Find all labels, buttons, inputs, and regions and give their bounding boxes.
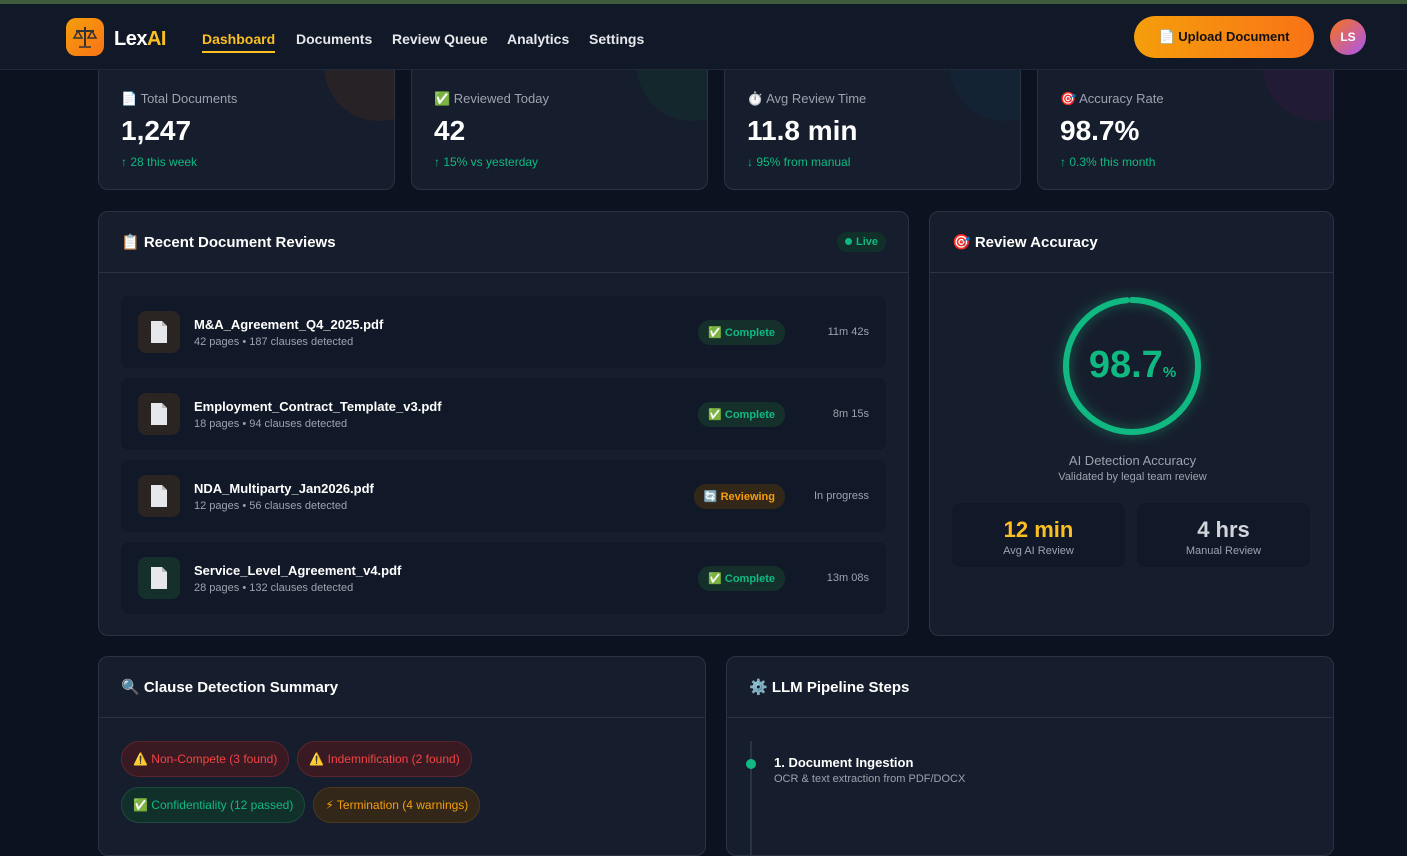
stat-card: 🎯 Accuracy Rate 98.7% ↑ 0.3% this month: [1037, 50, 1334, 190]
clause-tag[interactable]: ⚡ Termination (4 warnings): [313, 787, 481, 823]
review-row[interactable]: Service_Level_Agreement_v4.pdf 28 pages •…: [121, 542, 886, 614]
review-row[interactable]: NDA_Multiparty_Jan2026.pdf 12 pages • 56 …: [121, 460, 886, 532]
panel-header: ⚙️ LLM Pipeline Steps: [727, 657, 1333, 718]
stat-label: 📄 Total Documents: [121, 91, 238, 106]
brand-text: Lex: [114, 28, 147, 50]
stat-card: 📄 Total Documents 1,247 ↑ 28 this week: [98, 50, 395, 190]
gauge-unit: %: [1162, 364, 1177, 381]
pipeline-panel: ⚙️ LLM Pipeline Steps 1. Document Ingest…: [726, 656, 1334, 856]
gauge-subcaption: Validated by legal team review: [1058, 471, 1207, 483]
compare-box: 4 hrs Manual Review: [1137, 503, 1310, 567]
status-badge: ✅ Complete: [698, 401, 785, 427]
stat-label: 🎯 Accuracy Rate: [1060, 91, 1164, 106]
compare-label: Avg AI Review: [1003, 545, 1074, 557]
stat-value: 42: [434, 115, 466, 146]
gauge-arc: [1063, 297, 1201, 435]
page: LexAI Dashboard Documents Review Queue A…: [0, 0, 1407, 815]
review-time: 8m 15s: [832, 408, 869, 420]
stat-value: 11.8 min: [747, 115, 858, 146]
review-row[interactable]: Employment_Contract_Template_v3.pdf 18 pa…: [121, 378, 886, 450]
panel-header: 🔍 Clause Detection Summary: [99, 657, 705, 718]
timeline-line: [750, 741, 752, 855]
file-name: Employment_Contract_Template_v3.pdf: [194, 398, 442, 414]
file-info: M&A_Agreement_Q4_2025.pdf 42 pages • 187 …: [194, 317, 383, 348]
nav-link[interactable]: Settings: [589, 31, 645, 47]
file-meta: 28 pages • 132 clauses detected: [194, 581, 354, 594]
logo-icon: [66, 18, 104, 56]
panel-header: 🎯 Review Accuracy: [930, 212, 1333, 273]
recent-panel: 📋 Recent Document Reviews Live M&A_Agreem…: [98, 211, 909, 636]
file-name: M&A_Agreement_Q4_2025.pdf: [194, 316, 384, 332]
file-icon: [138, 475, 180, 517]
file-meta: 42 pages • 187 clauses detected: [194, 335, 354, 348]
brand-accent: AI: [146, 28, 167, 50]
file-icon: [138, 557, 180, 599]
compare-label: Manual Review: [1185, 545, 1262, 557]
nav-link[interactable]: Dashboard: [202, 31, 276, 53]
step-title: 1. Document Ingestion: [774, 755, 914, 770]
clause-tag[interactable]: ⚠️ Non-Compete (3 found): [121, 741, 290, 777]
review-time: 13m 08s: [826, 572, 869, 584]
gauge: [1063, 297, 1201, 435]
file-info: NDA_Multiparty_Jan2026.pdf 12 pages • 56 …: [194, 481, 374, 512]
review-time: 11m 42s: [827, 326, 869, 338]
panel-title: ⚙️ LLM Pipeline Steps: [749, 679, 910, 696]
status-badge: 🔄 Reviewing: [693, 483, 785, 509]
compare-box: 12 min Avg AI Review: [952, 503, 1125, 567]
stat-card: ✅ Reviewed Today 42 ↑ 15% vs yesterday: [411, 50, 708, 190]
navbar: LexAI Dashboard Documents Review Queue A…: [0, 0, 1407, 70]
file-name: NDA_Multiparty_Jan2026.pdf: [194, 480, 374, 496]
upload-button[interactable]: 📄 Upload Document: [1134, 16, 1314, 58]
brand: LexAI: [114, 28, 166, 51]
nav-link[interactable]: Analytics: [507, 31, 570, 47]
panel-title: 📋 Recent Document Reviews: [121, 234, 336, 251]
file-info: Employment_Contract_Template_v3.pdf 18 pa…: [194, 399, 442, 430]
review-row[interactable]: M&A_Agreement_Q4_2025.pdf 42 pages • 187 …: [121, 296, 886, 368]
stat-label: ⏱️ Avg Review Time: [747, 91, 867, 106]
status-badge: ✅ Complete: [698, 565, 785, 591]
stat-delta: ↑ 15% vs yesterday: [434, 155, 539, 169]
clauses-panel: 🔍 Clause Detection Summary ⚠️ Non-Compet…: [98, 656, 706, 856]
file-icon: [138, 311, 180, 353]
step-desc: OCR & text extraction from PDF/DOCX: [774, 773, 966, 785]
gauge-value: 98.7: [1088, 344, 1163, 386]
accuracy-panel: 🎯 Review Accuracy 98.7% AI Detection Acc…: [929, 211, 1334, 636]
file-icon: [138, 393, 180, 435]
file-info: Service_Level_Agreement_v4.pdf 28 pages •…: [194, 563, 401, 594]
stat-delta: ↓ 95% from manual: [747, 155, 851, 169]
gauge-caption: AI Detection Accuracy: [1068, 453, 1197, 468]
stat-value: 1,247: [121, 115, 192, 146]
nav-link[interactable]: Documents: [296, 31, 373, 47]
stat-delta: ↑ 0.3% this month: [1060, 155, 1156, 169]
tag-list: ⚠️ Non-Compete (3 found) ⚠️ Indemnificati…: [99, 718, 705, 855]
live-badge: Live: [836, 232, 886, 252]
review-time: In progress: [813, 490, 869, 502]
timeline-dot: [746, 759, 756, 769]
file-name: Service_Level_Agreement_v4.pdf: [194, 562, 402, 578]
panel-title: 🔍 Clause Detection Summary: [121, 679, 339, 696]
panel-header: 📋 Recent Document Reviews Live: [99, 212, 908, 273]
compare-value: 4 hrs: [1197, 517, 1250, 542]
panel-title: 🎯 Review Accuracy: [952, 234, 1098, 251]
stat-delta: ↑ 28 this week: [121, 155, 198, 169]
stat-value: 98.7%: [1060, 115, 1140, 146]
clause-tag[interactable]: ⚠️ Indemnification (2 found): [297, 741, 472, 777]
nav-link[interactable]: Review Queue: [392, 31, 488, 47]
gauge-label: 98.7%: [930, 344, 1333, 387]
avatar[interactable]: LS: [1330, 19, 1366, 55]
file-meta: 18 pages • 94 clauses detected: [194, 417, 348, 430]
clause-tag[interactable]: ✅ Confidentiality (12 passed): [121, 787, 306, 823]
file-meta: 12 pages • 56 clauses detected: [194, 499, 348, 512]
stat-card: ⏱️ Avg Review Time 11.8 min ↓ 95% from man…: [724, 50, 1021, 190]
stat-label: ✅ Reviewed Today: [434, 91, 549, 106]
compare-value: 12 min: [1003, 517, 1074, 542]
status-badge: ✅ Complete: [698, 319, 785, 345]
